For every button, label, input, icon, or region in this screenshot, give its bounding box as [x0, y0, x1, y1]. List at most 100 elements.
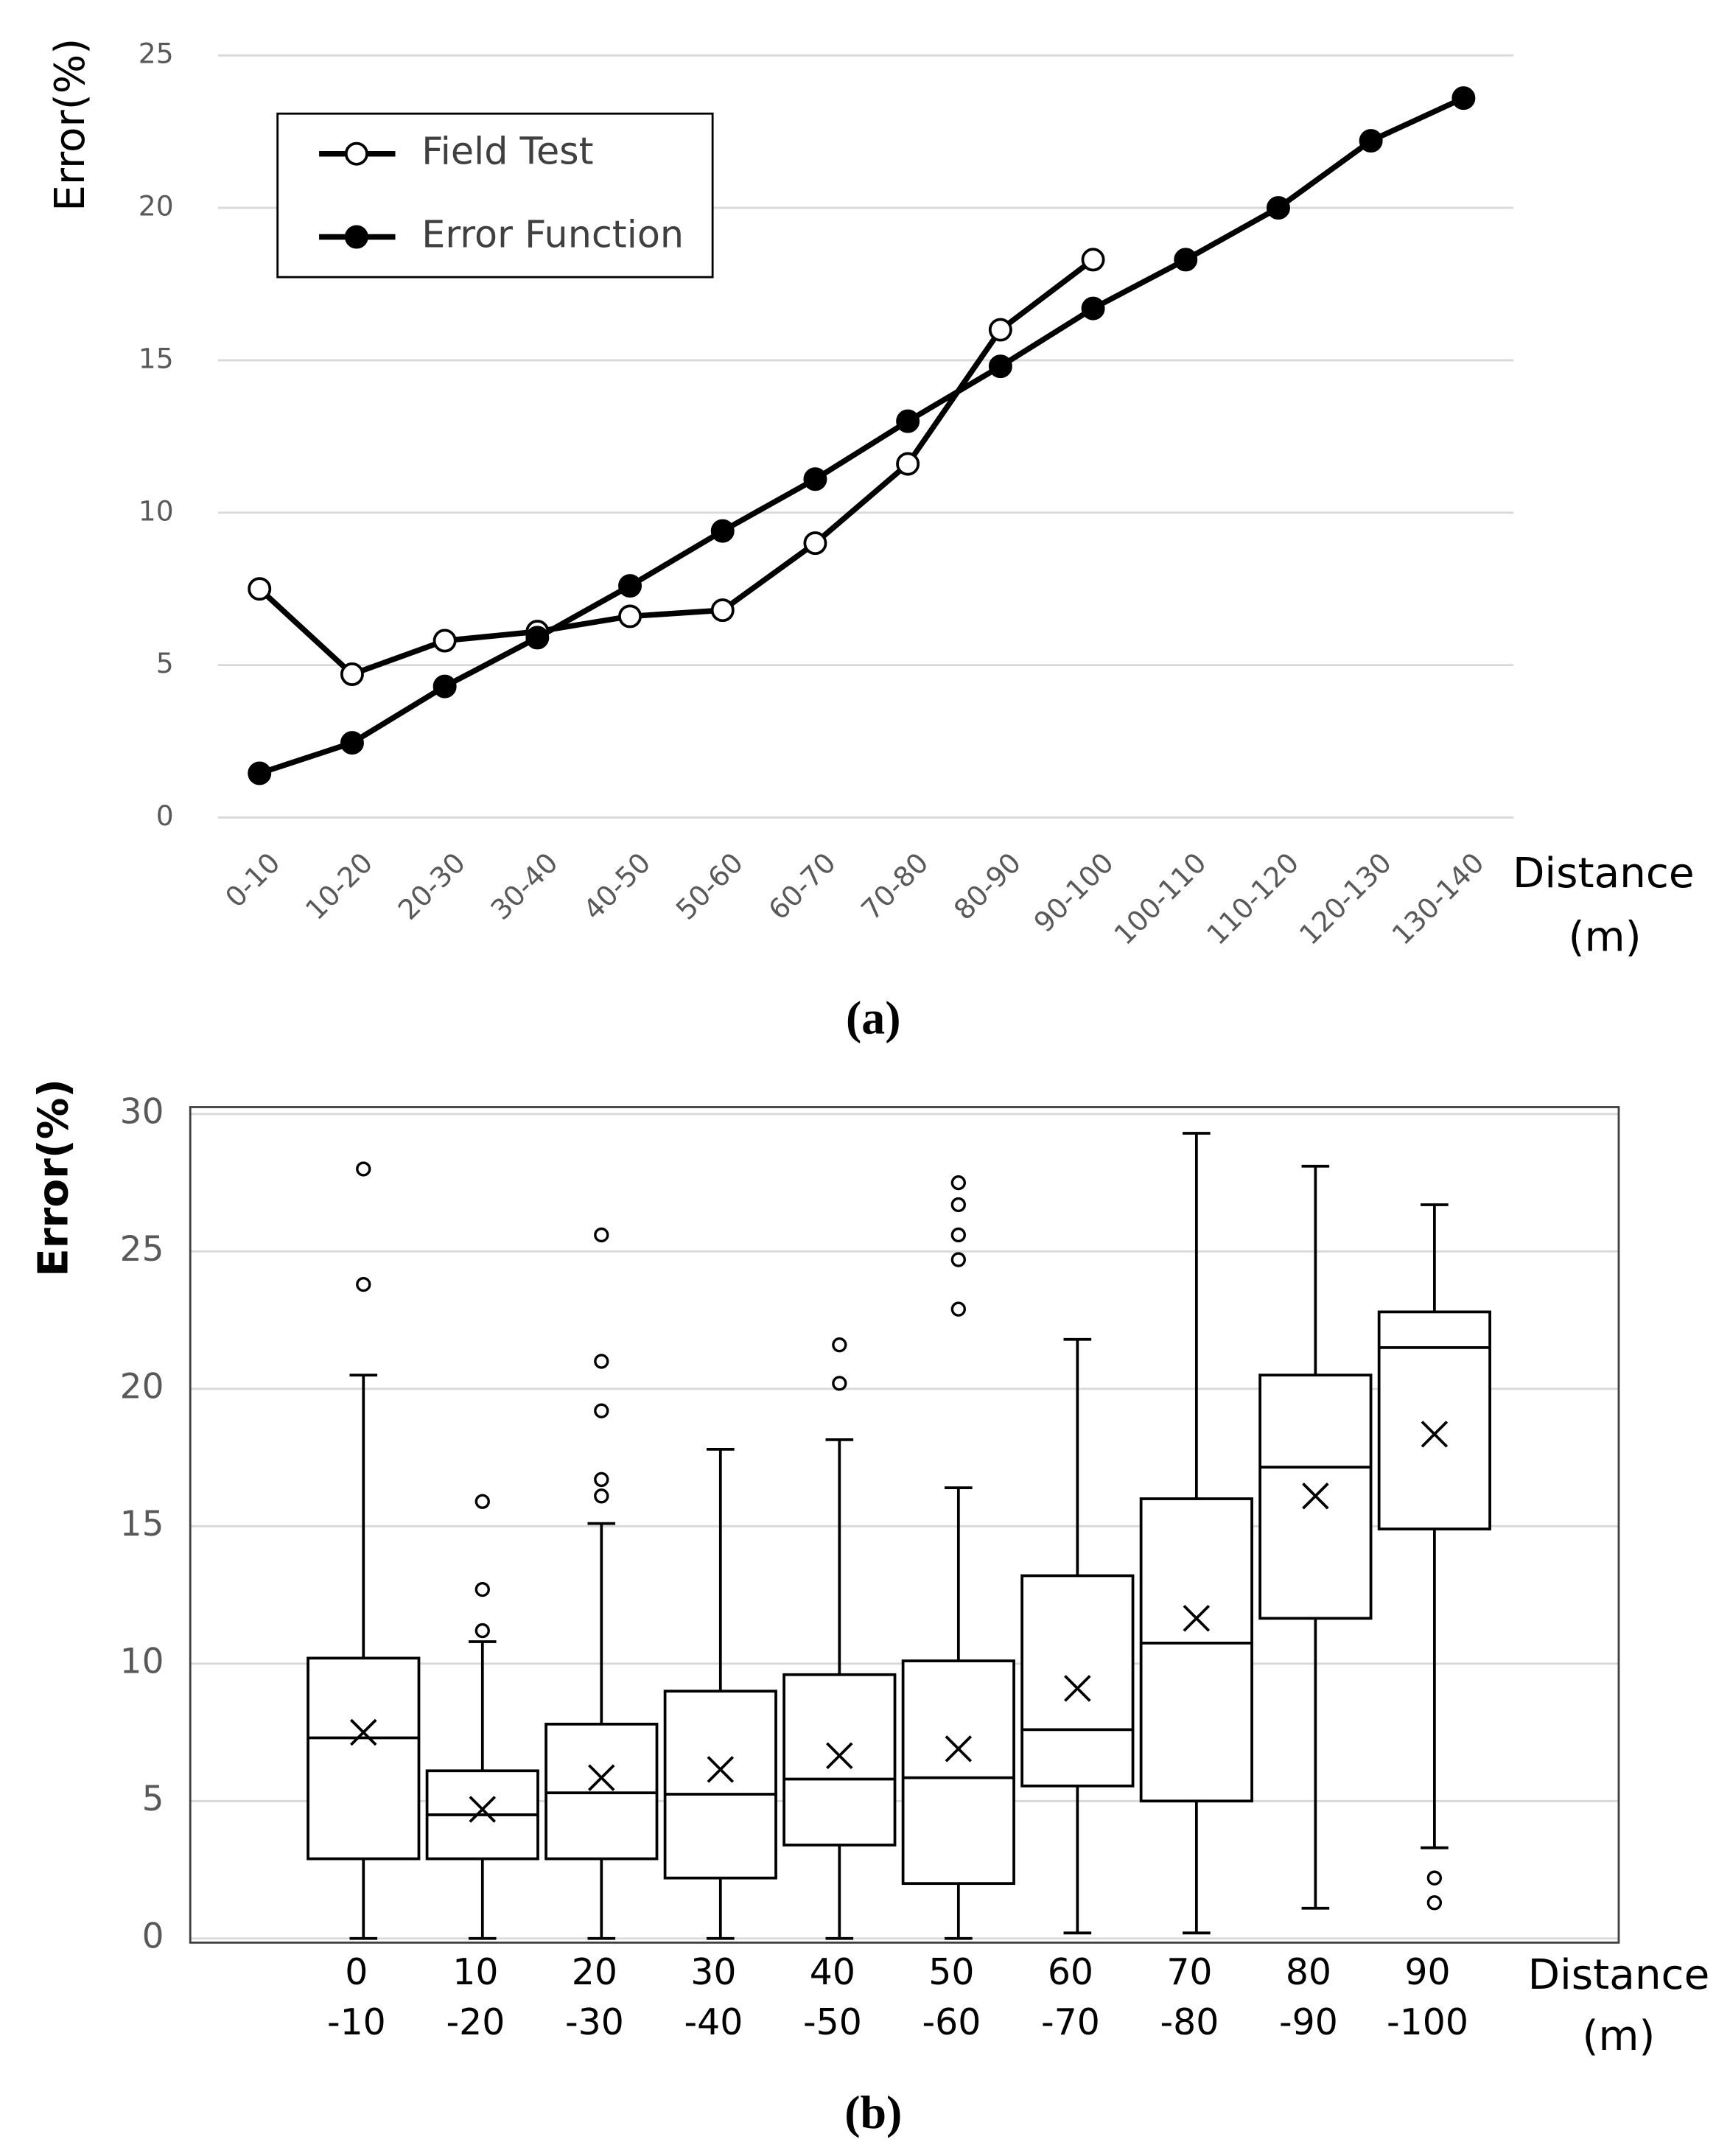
x-tick-label: -20: [446, 2001, 505, 2043]
caption: (a): [846, 991, 901, 1043]
outlier: [474, 1494, 490, 1509]
outlier: [474, 1581, 490, 1597]
y-tick-label: 5: [142, 1779, 164, 1819]
box: [307, 1656, 421, 1861]
outlier: [950, 1227, 966, 1243]
point: [896, 452, 920, 476]
x-tick-label: -10: [327, 2001, 386, 2043]
outlier: [832, 1376, 847, 1391]
y-tick-label: 0: [156, 799, 174, 832]
point: [710, 519, 735, 543]
point: [432, 629, 457, 653]
x-axis-label: (m): [1569, 914, 1642, 962]
outlier: [474, 1623, 490, 1639]
x-tick-label: -60: [922, 2001, 981, 2043]
x-tick-label: -100: [1387, 2001, 1468, 2043]
point: [803, 467, 827, 491]
x-tick-label: 20: [572, 1951, 617, 1993]
x-tick-label: -90: [1279, 2001, 1338, 2043]
outlier: [1426, 1895, 1443, 1911]
mean-marker: [1302, 1483, 1329, 1510]
x-tick-label: 50: [928, 1951, 974, 1993]
box: [1020, 1574, 1135, 1788]
legend-label: Field Test: [421, 130, 593, 173]
point: [896, 409, 920, 433]
mean-marker: [945, 1735, 973, 1763]
point: [1081, 248, 1105, 272]
y-axis-label: Error(%): [46, 38, 94, 211]
point: [710, 598, 735, 623]
outlier: [832, 1337, 847, 1353]
x-axis-label: Distance: [1528, 1951, 1710, 1999]
mean-marker: [1183, 1605, 1211, 1632]
point: [340, 662, 364, 687]
mean-marker: [1064, 1675, 1091, 1702]
point: [340, 731, 364, 755]
x-tick-label: -40: [684, 2001, 743, 2043]
outlier: [1426, 1870, 1443, 1886]
point: [248, 577, 272, 601]
plot-frame: [189, 1106, 1620, 1944]
outlier: [356, 1161, 371, 1177]
y-tick-label: 20: [120, 1366, 164, 1407]
x-tick-label: 10: [452, 1951, 498, 1993]
point: [618, 574, 642, 598]
line-series: [259, 95, 1465, 777]
point: [1451, 86, 1476, 111]
mean-marker: [588, 1764, 615, 1791]
point: [1174, 248, 1198, 272]
outlier: [356, 1276, 371, 1292]
point: [1081, 296, 1105, 321]
outlier: [594, 1403, 609, 1418]
outlier: [594, 1488, 609, 1504]
y-tick-label: 20: [139, 190, 174, 223]
mean-marker: [469, 1796, 497, 1823]
x-tick-label: -80: [1160, 2001, 1219, 2043]
y-tick-label: 30: [120, 1091, 164, 1132]
y-tick-label: 0: [142, 1916, 164, 1956]
x-tick-label: -30: [565, 2001, 624, 2043]
outlier: [950, 1175, 966, 1191]
x-tick-label: 40: [810, 1951, 855, 1993]
outlier: [594, 1227, 609, 1243]
y-tick-label: 25: [120, 1229, 164, 1270]
x-tick-label: 70: [1166, 1951, 1212, 1993]
y-tick-label: 15: [120, 1504, 164, 1544]
box: [1377, 1310, 1491, 1530]
point: [248, 761, 272, 785]
point: [525, 626, 550, 650]
box: [901, 1659, 1015, 1886]
y-tick-label: 25: [139, 38, 174, 70]
x-tick-label: -50: [803, 2001, 862, 2043]
box: [663, 1690, 777, 1880]
point: [988, 354, 1012, 379]
x-axis-label: (m): [1582, 2012, 1655, 2060]
outlier: [950, 1197, 966, 1213]
point: [1359, 129, 1383, 153]
point: [1266, 196, 1290, 220]
mean-marker: [350, 1718, 377, 1746]
x-tick-label: 0: [345, 1951, 368, 1993]
outlier: [594, 1354, 609, 1369]
mean-marker: [707, 1756, 735, 1783]
caption: (b): [844, 2086, 902, 2138]
outlier: [950, 1252, 966, 1267]
legend-label: Error Function: [421, 213, 684, 256]
y-tick-label: 15: [139, 342, 174, 374]
x-tick-label: 30: [690, 1951, 736, 1993]
box: [1139, 1497, 1253, 1803]
point: [803, 531, 827, 556]
x-tick-label: 80: [1286, 1951, 1331, 1993]
point: [988, 318, 1012, 342]
legend-marker: [344, 225, 368, 249]
x-tick-label: 90: [1404, 1951, 1450, 1993]
outlier: [594, 1471, 609, 1488]
box: [782, 1673, 897, 1847]
point: [432, 674, 457, 699]
mean-marker: [1421, 1421, 1449, 1448]
legend: [276, 112, 714, 279]
outlier: [950, 1301, 966, 1317]
x-tick-label: 60: [1048, 1951, 1093, 1993]
